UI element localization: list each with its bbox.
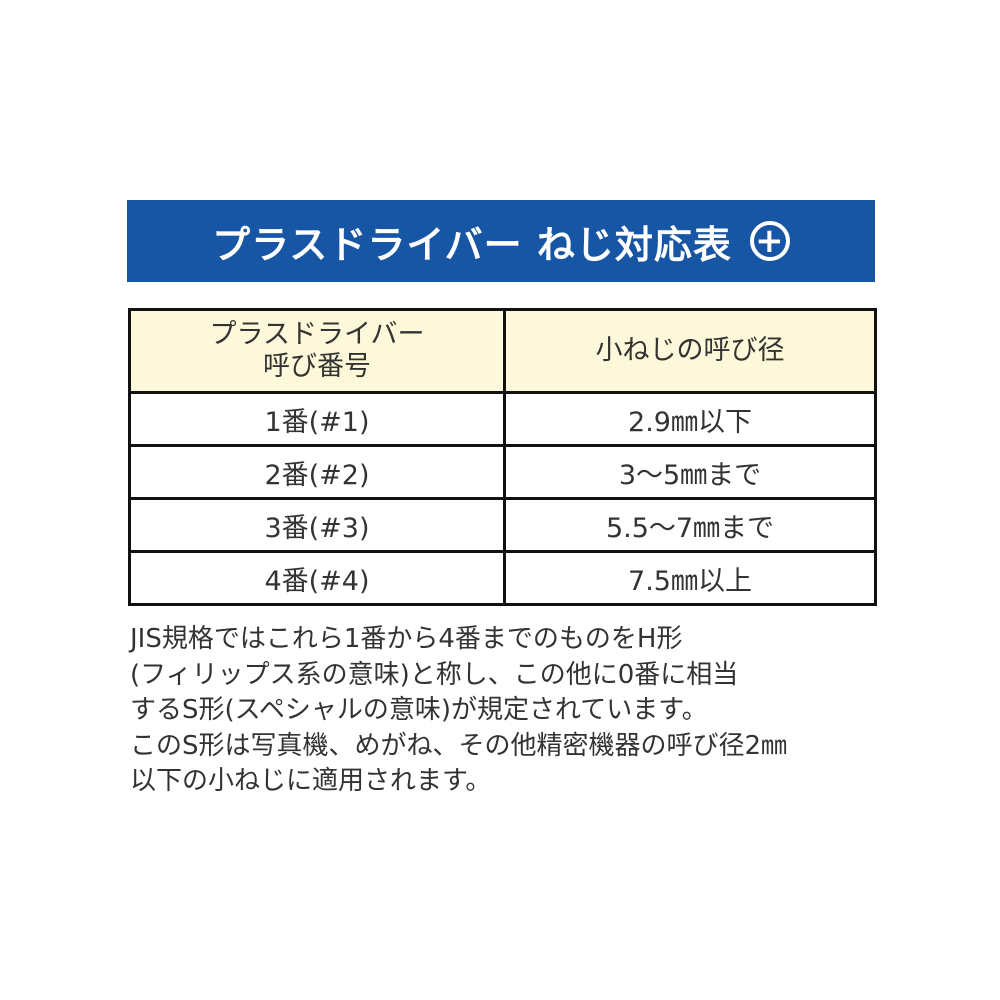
screw-diameter-cell: 3〜5㎜まで (503, 444, 877, 500)
table-row: 4番(#4) 7.5㎜以上 (128, 550, 877, 606)
banner-title: プラスドライバー ねじ対応表 (212, 222, 732, 267)
note-line: 以下の小ねじに適用されます。 (130, 766, 492, 796)
table-header-row: プラスドライバー 呼び番号 小ねじの呼び径 (128, 308, 877, 394)
header-screw-diameter: 小ねじの呼び径 (503, 308, 877, 394)
explanatory-note: JIS規格ではこれら1番から4番までのものをH形 (フィリップス系の意味)と称し… (130, 622, 787, 800)
screw-diameter-cell: 7.5㎜以上 (503, 550, 877, 606)
note-line: するS形(スペシャルの意味)が規定されています。 (130, 695, 708, 725)
driver-number-cell: 2番(#2) (128, 444, 506, 500)
plus-circle-icon: + (749, 221, 790, 261)
header-line: 呼び番号 (263, 351, 371, 382)
screw-diameter-cell: 5.5〜7㎜まで (503, 497, 877, 553)
note-line: このS形は写真機、めがね、その他精密機器の呼び径2㎜ (130, 730, 788, 761)
table-row: 3番(#3) 5.5〜7㎜まで (128, 497, 877, 553)
driver-number-cell: 1番(#1) (128, 391, 506, 447)
note-line: JIS規格ではこれら1番から4番までのものをH形 (130, 624, 683, 654)
table-row: 1番(#1) 2.9㎜以下 (128, 391, 877, 447)
table-row: 2番(#2) 3〜5㎜まで (128, 444, 877, 500)
header-driver-number: プラスドライバー 呼び番号 (128, 308, 506, 394)
screw-diameter-cell: 2.9㎜以下 (503, 391, 877, 447)
header-line: プラスドライバー (209, 319, 425, 350)
driver-number-cell: 3番(#3) (128, 497, 506, 553)
note-line: (フィリップス系の意味)と称し、この他に0番に相当 (130, 659, 739, 690)
title-banner: プラスドライバー ねじ対応表 + (127, 200, 875, 282)
screw-size-table: プラスドライバー 呼び番号 小ねじの呼び径 1番(#1) 2.9㎜以下 2番(#… (128, 308, 877, 606)
driver-number-cell: 4番(#4) (128, 550, 506, 606)
